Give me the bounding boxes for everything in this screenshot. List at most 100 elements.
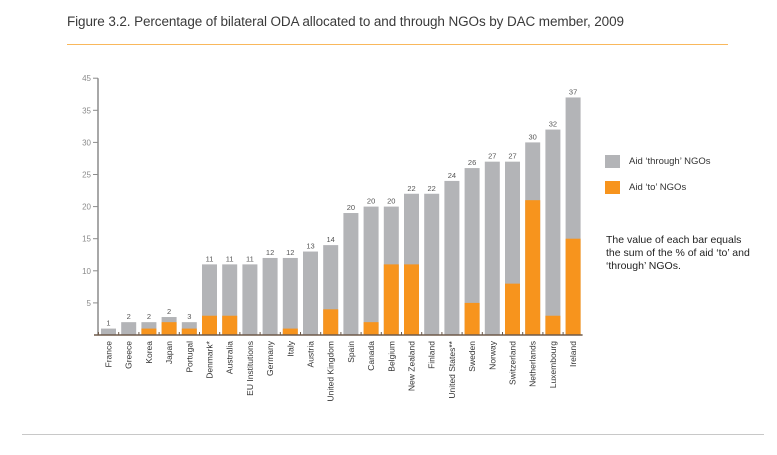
bar-through-10 — [303, 251, 318, 335]
bar-through-18 — [464, 168, 480, 335]
legend-item-through: Aid ‘through’ NGOs — [605, 155, 711, 168]
value-label: 11 — [246, 254, 254, 263]
x-category-label: Canada — [366, 341, 376, 371]
legend: Aid ‘through’ NGOs Aid ‘to’ NGOs — [605, 155, 711, 207]
legend-swatch-to — [605, 181, 620, 194]
bar-to-13 — [363, 322, 379, 335]
value-label: 20 — [347, 203, 355, 212]
value-label: 2 — [167, 307, 171, 316]
y-tick-label: 15 — [82, 235, 91, 244]
x-category-label: France — [104, 341, 114, 368]
y-axis: 5 10 15 20 25 30 35 45 — [82, 74, 99, 335]
legend-label-to: Aid ‘to’ NGOs — [629, 182, 687, 193]
bar-to-3 — [161, 322, 177, 335]
value-label: 24 — [448, 171, 456, 180]
value-label: 2 — [147, 312, 151, 321]
bar-to-11 — [323, 309, 339, 335]
bottom-divider — [22, 434, 764, 435]
value-label: 22 — [428, 184, 436, 193]
y-tick-label: 25 — [82, 171, 91, 180]
bar-to-4 — [181, 328, 197, 335]
y-tick-label: 30 — [82, 138, 91, 147]
legend-swatch-through — [605, 155, 620, 168]
x-category-label: Germany — [265, 340, 275, 376]
x-category-label: Austria — [306, 341, 316, 368]
x-category-label: Luxembourg — [548, 341, 558, 389]
x-category-label: Italy — [285, 340, 295, 356]
bar-through-7 — [242, 264, 258, 335]
bar-to-23 — [565, 238, 581, 335]
x-category-label: Denmark* — [205, 340, 215, 378]
bar-to-2 — [141, 328, 157, 335]
bar-to-18 — [464, 302, 480, 335]
value-label: 11 — [206, 254, 214, 263]
x-axis: France Greece Korea Japan Portugal Denmark* Au… — [94, 332, 583, 401]
bar-through-22 — [545, 129, 561, 335]
bar-through-9 — [282, 257, 298, 335]
bar-through-8 — [262, 257, 278, 335]
bar-through-12 — [343, 213, 359, 335]
x-category-label: Norway — [487, 340, 497, 370]
bar-through-13 — [363, 206, 379, 335]
y-tick-label: 35 — [82, 106, 91, 115]
value-label: 20 — [367, 197, 375, 206]
value-label: 11 — [226, 254, 234, 263]
x-category-label: Australia — [225, 341, 235, 374]
bar-to-5 — [202, 315, 217, 335]
x-category-label: Sweden — [467, 341, 477, 372]
value-label: 14 — [327, 235, 335, 244]
x-category-label: Belgium — [386, 341, 396, 372]
bar-to-6 — [222, 315, 238, 335]
y-tick-label: 45 — [82, 74, 91, 83]
bar-through-1 — [121, 322, 137, 335]
value-label: 30 — [529, 132, 537, 141]
bars — [101, 97, 581, 336]
value-label: 22 — [407, 184, 415, 193]
value-label: 27 — [508, 152, 516, 161]
x-category-label: United Kingdom — [326, 341, 336, 401]
y-tick-label: 5 — [87, 299, 92, 308]
x-category-label: Japan — [164, 341, 174, 364]
value-label: 12 — [286, 248, 294, 257]
legend-item-to: Aid ‘to’ NGOs — [605, 181, 711, 194]
bar-to-22 — [545, 315, 561, 335]
bar-through-17 — [444, 180, 460, 335]
value-label: 3 — [187, 312, 191, 321]
chart-title: Figure 3.2. Percentage of bilateral ODA … — [67, 14, 624, 29]
x-category-label: United States** — [447, 340, 457, 398]
bar-through-0 — [101, 328, 116, 335]
x-category-label: Spain — [346, 341, 356, 363]
y-tick-label: 20 — [82, 203, 91, 212]
x-category-label: Korea — [144, 341, 154, 364]
x-category-label: EU Institutions — [245, 341, 255, 396]
legend-label-through: Aid ‘through’ NGOs — [629, 156, 711, 167]
x-category-label: New Zealand — [407, 341, 417, 391]
value-label: 1 — [106, 319, 110, 328]
value-label: 12 — [266, 248, 274, 257]
value-label: 13 — [306, 242, 314, 251]
y-tick-label: 10 — [82, 267, 91, 276]
bar-through-16 — [424, 193, 440, 335]
bar-through-19 — [484, 161, 500, 335]
bar-to-21 — [525, 200, 541, 335]
x-category-label: Netherlands — [528, 341, 538, 387]
bar-to-20 — [505, 283, 520, 335]
bar-to-9 — [282, 328, 298, 335]
x-category-label: Finland — [427, 341, 437, 369]
x-category-label: Greece — [124, 341, 134, 369]
bar-to-14 — [383, 264, 399, 335]
title-divider — [67, 44, 728, 45]
value-label: 27 — [488, 152, 496, 161]
chart-note: The value of each bar equals the sum of … — [606, 234, 750, 272]
value-label: 2 — [127, 312, 131, 321]
value-label: 20 — [387, 197, 395, 206]
value-label: 37 — [569, 87, 577, 96]
x-category-label: Switzerland — [508, 341, 518, 385]
value-label: 26 — [468, 158, 476, 167]
x-category-label: Ireland — [568, 341, 578, 367]
x-category-label: Portugal — [184, 341, 194, 373]
value-label: 32 — [549, 120, 557, 129]
bar-to-15 — [404, 264, 419, 335]
